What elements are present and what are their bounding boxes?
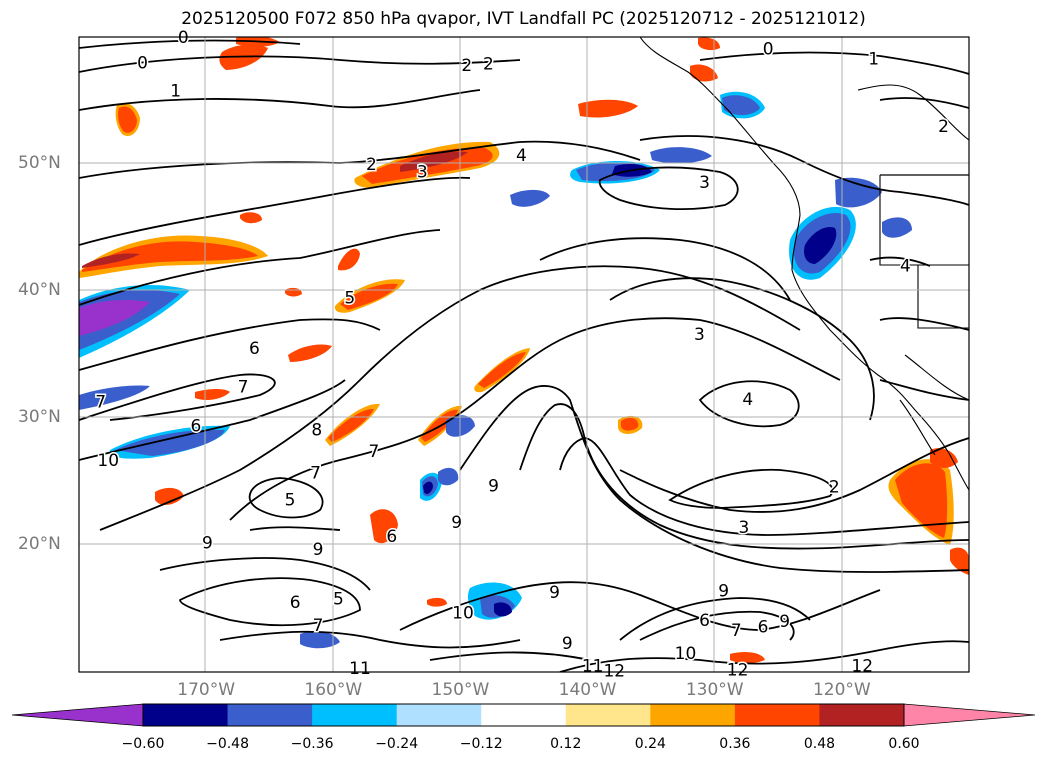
contour-label: 1 — [170, 81, 181, 101]
map-title: 2025120500 F072 850 hPa qvapor, IVT Land… — [181, 9, 866, 29]
colorbar-cell — [312, 704, 398, 726]
contour-label: 0 — [137, 53, 148, 73]
contour-label: 7 — [95, 392, 106, 412]
map-field — [79, 37, 969, 672]
contour-label: 10 — [452, 603, 474, 623]
contour-layer — [79, 39, 969, 672]
contour-label: 9 — [488, 476, 499, 496]
contour-label: 0 — [178, 28, 189, 48]
contour-label: 4 — [516, 146, 527, 166]
colorbar-tick-label: 0.60 — [888, 736, 920, 752]
colorbar-cell — [481, 704, 567, 726]
contour-label: 3 — [417, 163, 428, 183]
colorbar — [11, 703, 1036, 727]
contour-label: 2 — [938, 117, 949, 137]
colorbar-cell — [143, 704, 229, 726]
coastline — [639, 37, 969, 491]
latitude-label: 20°N — [18, 534, 61, 554]
longitude-label: 160°W — [304, 680, 363, 700]
contour-label: 4 — [900, 257, 911, 277]
colorbar-cell — [650, 704, 736, 726]
longitude-label: 150°W — [431, 680, 490, 700]
contour-label: 7 — [369, 442, 380, 462]
contour-label: 12 — [727, 660, 749, 680]
contour-label: 9 — [451, 513, 462, 533]
colorbar-tick-label: 0.36 — [719, 736, 751, 752]
contour-label: 2 — [366, 155, 377, 175]
contour-label: 5 — [285, 490, 296, 510]
contour-label: 3 — [699, 173, 710, 193]
colorbar-cell — [227, 704, 313, 726]
latitude-label: 40°N — [18, 280, 61, 300]
contour-label: 2 — [483, 55, 494, 75]
contour-label: 9 — [202, 533, 213, 553]
contour-label: 6 — [191, 417, 202, 437]
contour-label: 12 — [851, 657, 873, 677]
contour-label: 6 — [699, 611, 710, 631]
colorbar-extend-low — [11, 703, 144, 727]
contour-label: 10 — [675, 644, 697, 664]
contour-label: 2 — [461, 56, 472, 76]
longitude-label: 140°W — [558, 680, 617, 700]
colorbar-tick-label: 0.12 — [550, 736, 582, 752]
colorbar-cell — [396, 704, 482, 726]
colorbar-cell — [734, 704, 820, 726]
contour-label: 7 — [313, 616, 324, 636]
contour-label: 7 — [731, 621, 742, 641]
contour-label: 8 — [311, 420, 322, 440]
contour-label: 4 — [742, 390, 753, 410]
contour-label: 0 — [763, 39, 774, 59]
contour-label: 7 — [238, 377, 249, 397]
contour-label: 3 — [739, 518, 750, 538]
shade-positive — [82, 253, 140, 268]
contour-label: 5 — [333, 589, 344, 609]
longitude-label: 170°W — [177, 680, 236, 700]
contour-label: 1 — [868, 50, 879, 70]
contour-label: 3 — [694, 325, 705, 345]
contour-label: 9 — [779, 612, 790, 632]
colorbar-frame — [142, 703, 905, 727]
contour-label: 9 — [562, 634, 573, 654]
colorbar-tick-label: −0.60 — [121, 736, 165, 752]
latitude-label: 30°N — [18, 407, 61, 427]
shade-positive — [82, 241, 258, 272]
colorbar-extend-high — [903, 703, 1036, 727]
colorbar-tick-label: 0.24 — [634, 736, 666, 752]
longitude-label: 120°W — [812, 680, 871, 700]
contour-label: 6 — [290, 593, 301, 613]
colorbar-cell — [819, 704, 905, 726]
colorbar-tick-label: 0.48 — [803, 736, 836, 752]
contour-label: 11 — [582, 657, 604, 677]
contour-label: 6 — [249, 339, 260, 359]
latitude-label: 50°N — [18, 153, 61, 173]
map-frame — [78, 36, 970, 673]
contour-label: 2 — [829, 478, 840, 498]
longitude-label: 130°W — [685, 680, 744, 700]
gridlines — [79, 37, 969, 672]
contour-label: 6 — [386, 527, 397, 547]
colorbar-tick-label: −0.48 — [206, 736, 249, 752]
colorbar-tick-label: −0.12 — [459, 736, 503, 752]
contour-label: 9 — [313, 540, 324, 560]
contour-label: 6 — [758, 617, 769, 637]
shade-negative — [79, 300, 150, 336]
colorbar-tick-label: −0.36 — [290, 736, 334, 752]
contour-label: 9 — [718, 582, 729, 602]
contour-label: 5 — [344, 288, 355, 308]
contour-label: 7 — [310, 464, 321, 484]
colorbar-tick-label: −0.24 — [375, 736, 419, 752]
contour-label: 11 — [349, 659, 371, 679]
colorbar-cell — [565, 704, 651, 726]
contour-label: 9 — [549, 583, 560, 603]
contour-label: 10 — [97, 451, 119, 471]
